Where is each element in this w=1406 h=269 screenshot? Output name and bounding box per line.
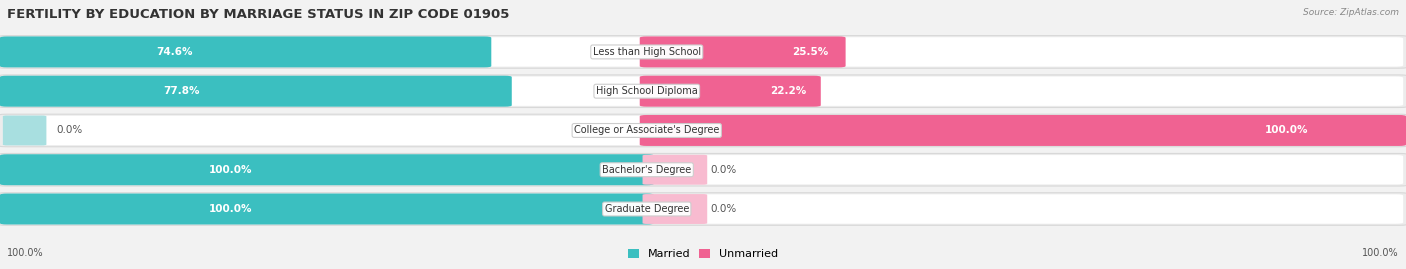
FancyBboxPatch shape xyxy=(0,36,491,68)
FancyBboxPatch shape xyxy=(0,75,1406,108)
Text: 0.0%: 0.0% xyxy=(710,204,737,214)
Text: 100.0%: 100.0% xyxy=(7,248,44,258)
Text: 25.5%: 25.5% xyxy=(792,47,828,57)
Text: 74.6%: 74.6% xyxy=(156,47,193,57)
FancyBboxPatch shape xyxy=(3,115,46,146)
Text: Source: ZipAtlas.com: Source: ZipAtlas.com xyxy=(1303,8,1399,17)
FancyBboxPatch shape xyxy=(643,194,707,224)
Text: FERTILITY BY EDUCATION BY MARRIAGE STATUS IN ZIP CODE 01905: FERTILITY BY EDUCATION BY MARRIAGE STATU… xyxy=(7,8,509,21)
Text: Graduate Degree: Graduate Degree xyxy=(605,204,689,214)
Text: 0.0%: 0.0% xyxy=(710,165,737,175)
Text: 100.0%: 100.0% xyxy=(1264,125,1308,136)
Text: 22.2%: 22.2% xyxy=(770,86,807,96)
FancyBboxPatch shape xyxy=(3,194,1403,224)
FancyBboxPatch shape xyxy=(3,76,1403,106)
FancyBboxPatch shape xyxy=(0,193,654,225)
Text: High School Diploma: High School Diploma xyxy=(596,86,697,96)
Text: Less than High School: Less than High School xyxy=(593,47,700,57)
FancyBboxPatch shape xyxy=(0,114,1406,147)
FancyBboxPatch shape xyxy=(643,155,707,185)
FancyBboxPatch shape xyxy=(3,155,1403,185)
FancyBboxPatch shape xyxy=(0,153,1406,186)
FancyBboxPatch shape xyxy=(0,36,1406,68)
Text: 100.0%: 100.0% xyxy=(209,165,253,175)
FancyBboxPatch shape xyxy=(3,37,1403,67)
Text: 100.0%: 100.0% xyxy=(1362,248,1399,258)
FancyBboxPatch shape xyxy=(640,115,1406,146)
Text: College or Associate's Degree: College or Associate's Degree xyxy=(574,125,720,136)
Text: Bachelor's Degree: Bachelor's Degree xyxy=(602,165,692,175)
FancyBboxPatch shape xyxy=(0,76,512,107)
FancyBboxPatch shape xyxy=(0,193,1406,225)
FancyBboxPatch shape xyxy=(640,36,845,68)
FancyBboxPatch shape xyxy=(3,116,1403,145)
FancyBboxPatch shape xyxy=(0,154,654,185)
Text: 0.0%: 0.0% xyxy=(56,125,83,136)
Text: 100.0%: 100.0% xyxy=(209,204,253,214)
Legend: Married, Unmarried: Married, Unmarried xyxy=(623,244,783,263)
FancyBboxPatch shape xyxy=(640,76,821,107)
Text: 77.8%: 77.8% xyxy=(163,86,200,96)
